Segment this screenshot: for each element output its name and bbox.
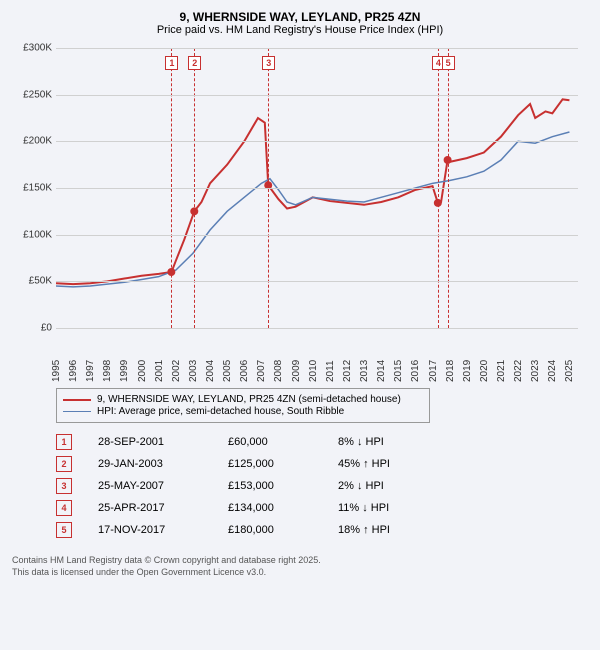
footer-line-1: Contains HM Land Registry data © Crown c… — [12, 555, 588, 567]
table-row: 5 17-NOV-2017£180,00018% ↑ HPI — [56, 519, 588, 541]
y-tick-label: £250K — [12, 89, 52, 100]
table-pct: 18% ↑ HPI — [338, 524, 468, 536]
x-tick-label: 2011 — [325, 332, 336, 382]
chart-container: 9, WHERNSIDE WAY, LEYLAND, PR25 4ZN Pric… — [0, 0, 600, 650]
x-tick-label: 2008 — [273, 332, 284, 382]
x-tick-label: 2016 — [410, 332, 421, 382]
x-tick-label: 2022 — [513, 332, 524, 382]
legend-label: HPI: Average price, semi-detached house,… — [97, 406, 344, 417]
footer-line-2: This data is licensed under the Open Gov… — [12, 567, 588, 579]
table-pct: 8% ↓ HPI — [338, 436, 468, 448]
legend-label: 9, WHERNSIDE WAY, LEYLAND, PR25 4ZN (sem… — [97, 394, 401, 405]
x-tick-label: 2006 — [239, 332, 250, 382]
x-tick-label: 2012 — [342, 332, 353, 382]
x-tick-label: 2000 — [137, 332, 148, 382]
x-tick-label: 2015 — [393, 332, 404, 382]
x-tick-label: 2025 — [564, 332, 575, 382]
marker-number-box: 3 — [262, 56, 275, 70]
series-line — [56, 132, 569, 287]
marker-number-box: 2 — [188, 56, 201, 70]
chart-title: 9, WHERNSIDE WAY, LEYLAND, PR25 4ZN — [12, 10, 588, 24]
table-price: £60,000 — [228, 436, 338, 448]
table-marker-num: 5 — [56, 522, 72, 538]
table-date: 17-NOV-2017 — [98, 524, 228, 536]
y-tick-label: £300K — [12, 43, 52, 54]
x-tick-label: 2018 — [445, 332, 456, 382]
x-tick-label: 2024 — [547, 332, 558, 382]
x-tick-label: 2002 — [171, 332, 182, 382]
table-price: £125,000 — [228, 458, 338, 470]
table-date: 28-SEP-2001 — [98, 436, 228, 448]
x-tick-label: 2013 — [359, 332, 370, 382]
y-tick-label: £100K — [12, 229, 52, 240]
gridline — [56, 141, 578, 142]
marker-number-box: 5 — [442, 56, 455, 70]
marker-table: 128-SEP-2001£60,0008% ↓ HPI229-JAN-2003£… — [56, 431, 588, 541]
footer: Contains HM Land Registry data © Crown c… — [12, 555, 588, 578]
x-tick-label: 2023 — [530, 332, 541, 382]
x-tick-label: 2001 — [154, 332, 165, 382]
table-row: 4 25-APR-2017£134,00011% ↓ HPI — [56, 497, 588, 519]
y-tick-label: £0 — [12, 323, 52, 334]
table-date: 25-APR-2017 — [98, 502, 228, 514]
gridline — [56, 328, 578, 329]
legend-swatch — [63, 399, 91, 401]
x-tick-label: 1999 — [119, 332, 130, 382]
x-tick-label: 2020 — [479, 332, 490, 382]
legend-row: 9, WHERNSIDE WAY, LEYLAND, PR25 4ZN (sem… — [63, 394, 423, 405]
table-pct: 2% ↓ HPI — [338, 480, 468, 492]
table-row: 3 25-MAY-2007£153,0002% ↓ HPI — [56, 475, 588, 497]
table-price: £180,000 — [228, 524, 338, 536]
x-tick-label: 2004 — [205, 332, 216, 382]
x-tick-label: 2010 — [308, 332, 319, 382]
x-tick-label: 1996 — [68, 332, 79, 382]
chart-subtitle: Price paid vs. HM Land Registry's House … — [12, 24, 588, 36]
x-tick-label: 2009 — [291, 332, 302, 382]
gridline — [56, 235, 578, 236]
table-price: £134,000 — [228, 502, 338, 514]
x-tick-label: 2005 — [222, 332, 233, 382]
table-date: 29-JAN-2003 — [98, 458, 228, 470]
series-line — [56, 99, 569, 284]
x-tick-label: 2017 — [428, 332, 439, 382]
x-tick-label: 2019 — [462, 332, 473, 382]
table-row: 1 28-SEP-2001£60,0008% ↓ HPI — [56, 431, 588, 453]
gridline — [56, 95, 578, 96]
legend: 9, WHERNSIDE WAY, LEYLAND, PR25 4ZN (sem… — [56, 388, 430, 423]
table-marker-num: 3 — [56, 478, 72, 494]
x-tick-label: 1995 — [51, 332, 62, 382]
table-pct: 11% ↓ HPI — [338, 502, 468, 514]
table-price: £153,000 — [228, 480, 338, 492]
y-tick-label: £200K — [12, 136, 52, 147]
marker-number-box: 1 — [165, 56, 178, 70]
x-tick-label: 2021 — [496, 332, 507, 382]
gridline — [56, 281, 578, 282]
table-pct: 45% ↑ HPI — [338, 458, 468, 470]
x-tick-label: 2007 — [256, 332, 267, 382]
table-date: 25-MAY-2007 — [98, 480, 228, 492]
table-marker-num: 4 — [56, 500, 72, 516]
gridline — [56, 48, 578, 49]
table-marker-num: 2 — [56, 456, 72, 472]
y-tick-label: £150K — [12, 183, 52, 194]
gridline — [56, 188, 578, 189]
table-row: 2 29-JAN-2003£125,00045% ↑ HPI — [56, 453, 588, 475]
x-tick-label: 2003 — [188, 332, 199, 382]
legend-row: HPI: Average price, semi-detached house,… — [63, 406, 423, 417]
x-tick-label: 1998 — [102, 332, 113, 382]
x-tick-label: 2014 — [376, 332, 387, 382]
y-tick-label: £50K — [12, 276, 52, 287]
legend-swatch — [63, 411, 91, 413]
table-marker-num: 1 — [56, 434, 72, 450]
x-tick-label: 1997 — [85, 332, 96, 382]
chart-area: 12345 £0£50K£100K£150K£200K£250K£300K 19… — [12, 42, 588, 382]
